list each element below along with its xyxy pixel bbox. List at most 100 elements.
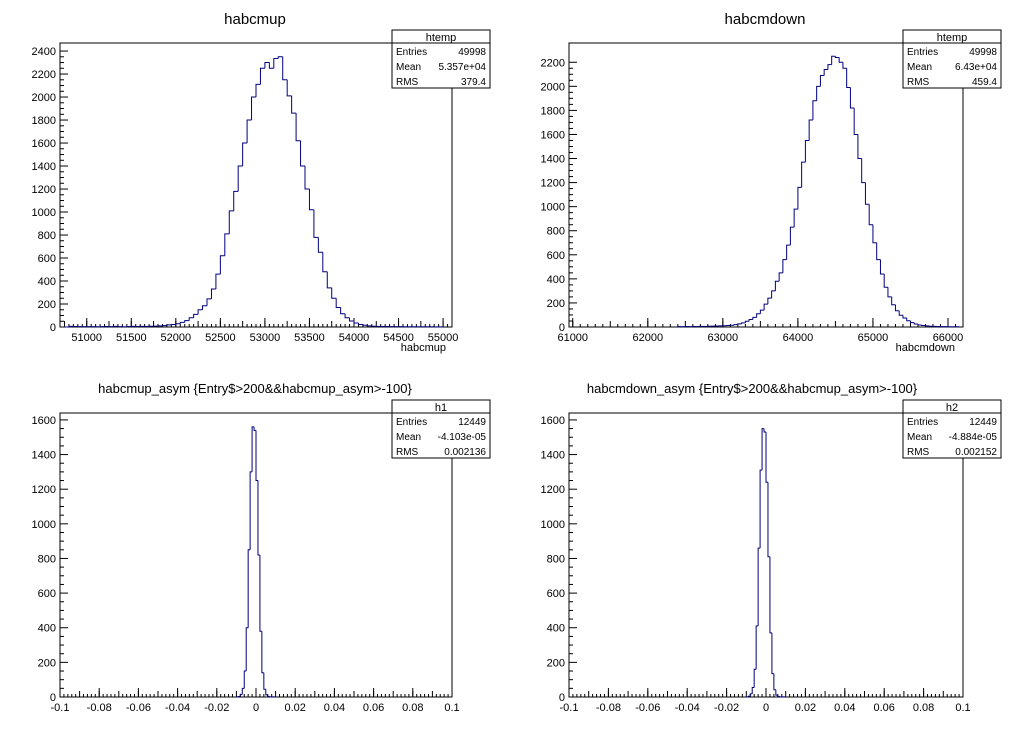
- plot-frame: [568, 42, 964, 328]
- y-tick-label: 200: [547, 298, 565, 310]
- y-tick-label: 600: [38, 253, 56, 265]
- stats-label: RMS: [396, 77, 419, 88]
- stats-value: -4.103e-05: [438, 432, 487, 443]
- histogram-bin: [808, 119, 813, 141]
- y-tick-label: 1400: [32, 161, 56, 173]
- histogram-bin: [846, 68, 851, 89]
- histogram-bin: [834, 56, 840, 58]
- histogram-bin: [777, 695, 780, 697]
- histogram-bin: [245, 627, 249, 672]
- x-tick-label: 54500: [383, 332, 414, 344]
- histogram-bin: [849, 87, 855, 109]
- histogram-bin: [233, 190, 239, 211]
- histogram-bin: [759, 309, 765, 314]
- histogram-bin: [842, 62, 847, 69]
- x-tick-label: -0.08: [87, 702, 112, 714]
- histogram-bin: [759, 469, 763, 549]
- histogram-bin: [786, 244, 791, 260]
- y-tick-label: 1200: [541, 178, 565, 190]
- stats-box: h2 Entries 12449 Mean -4.884e-05 RMS 0.002152: [902, 399, 1002, 459]
- x-tick-label: 53500: [294, 332, 325, 344]
- histogram-series: [235, 426, 277, 698]
- histogram-bin: [265, 689, 268, 696]
- y-tick-label: 200: [38, 657, 56, 669]
- stats-box-name: h2: [946, 402, 958, 414]
- x-tick-label: 53000: [250, 332, 281, 344]
- x-tick-label: -0.02: [714, 702, 739, 714]
- histogram-bin: [251, 96, 256, 121]
- y-tick-label: 1800: [541, 105, 565, 117]
- histogram-bin: [763, 428, 766, 433]
- histogram-bin: [215, 273, 221, 290]
- y-tick-label: 200: [547, 657, 565, 669]
- stats-value: 0.002136: [444, 447, 486, 458]
- y-tick-label: 1000: [541, 202, 565, 214]
- histogram-bin: [239, 693, 243, 697]
- y-tick-label: 0: [50, 692, 56, 704]
- stats-box-frame: [391, 29, 491, 89]
- histogram-bin: [748, 319, 753, 322]
- histogram-bin: [210, 288, 216, 299]
- x-tick-label: 63000: [708, 332, 739, 344]
- x-tick-label: 0.04: [834, 702, 855, 714]
- x-tick-label: 0.08: [402, 702, 423, 714]
- x-tick-label: 0.04: [324, 702, 345, 714]
- histogram-bin: [773, 673, 776, 691]
- y-tick-label: 1600: [541, 129, 565, 141]
- stats-value: 49998: [969, 47, 997, 58]
- chart-title: habcmup_asym {Entry$>200&&habcmup_asym>-…: [98, 381, 412, 396]
- histogram-panel-1: habcmup 0 200 400 600 800 1000 1200 1400 1600 1800…: [32, 11, 491, 354]
- histogram-bin: [224, 233, 230, 256]
- stats-label: Mean: [907, 62, 932, 73]
- x-tick-label: 52000: [161, 332, 192, 344]
- x-tick-label: 64000: [783, 332, 814, 344]
- histogram-bin: [261, 631, 264, 674]
- chart-title: habcmup: [224, 11, 286, 28]
- histogram-bin: [775, 689, 778, 696]
- y-tick-label: 1200: [32, 484, 56, 496]
- stats-label: Entries: [396, 47, 427, 58]
- histogram-bin: [253, 426, 256, 431]
- histogram-bin: [747, 695, 751, 697]
- y-tick-label: 800: [547, 553, 565, 565]
- histogram-bin: [876, 242, 881, 261]
- histogram-bin: [774, 280, 780, 291]
- histogram-bin: [749, 693, 753, 697]
- histogram-bin: [179, 321, 185, 324]
- y-tick-label: 800: [38, 553, 56, 565]
- histogram-bin: [193, 313, 199, 318]
- histogram-bin: [744, 320, 750, 323]
- y-tick-label: 0: [50, 322, 56, 334]
- histogram-bin: [733, 324, 738, 326]
- histogram-panel-2: habcmdown 0 200 400 600 800 1000 1200 1400 1600 18…: [541, 11, 1002, 354]
- histogram-bin: [268, 62, 274, 69]
- histogram-bin: [921, 324, 926, 327]
- stats-label: Entries: [396, 417, 427, 428]
- histogram-bin: [291, 95, 297, 114]
- x-tick-label: -0.1: [560, 702, 579, 714]
- histogram-bin: [789, 226, 795, 246]
- histogram-bin: [838, 57, 843, 63]
- y-tick-label: 600: [547, 588, 565, 600]
- histogram-bin: [353, 321, 359, 324]
- histogram-bin: [362, 324, 368, 326]
- y-tick-label: 1400: [541, 450, 565, 462]
- stats-value: 49998: [458, 47, 486, 58]
- y-tick-label: 1000: [541, 519, 565, 531]
- histogram-bin: [894, 304, 900, 312]
- x-tick-label: 0.08: [913, 702, 934, 714]
- histogram-bin: [340, 307, 346, 315]
- y-tick-label: 2000: [32, 92, 56, 104]
- stats-value: 12449: [458, 417, 486, 428]
- histogram-bin: [753, 668, 757, 688]
- histogram-bin: [913, 322, 918, 325]
- y-tick-label: 1200: [32, 184, 56, 196]
- x-tick-label: 0.06: [873, 702, 894, 714]
- x-tick-label: -0.02: [204, 702, 229, 714]
- histogram-bin: [344, 313, 350, 319]
- y-tick-label: 1000: [32, 519, 56, 531]
- stats-value: -4.884e-05: [949, 432, 998, 443]
- histogram-bin: [765, 432, 768, 483]
- histogram-bin: [277, 56, 283, 59]
